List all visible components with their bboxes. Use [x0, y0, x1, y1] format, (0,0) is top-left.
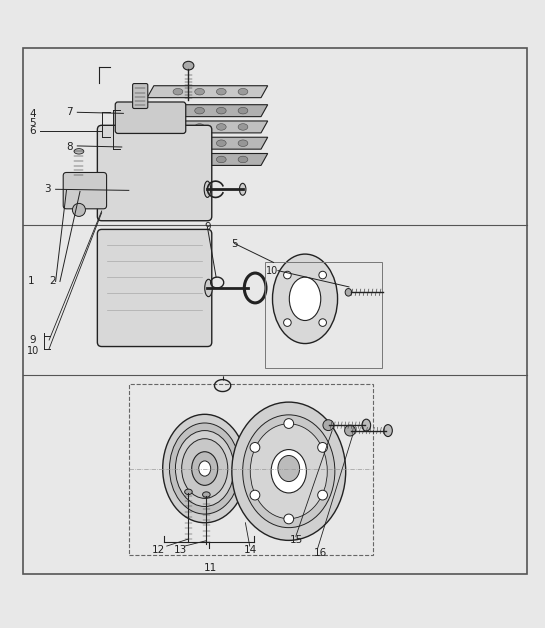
- Ellipse shape: [173, 124, 183, 130]
- Bar: [129, 384, 373, 555]
- Ellipse shape: [183, 62, 194, 70]
- Ellipse shape: [238, 124, 248, 130]
- Ellipse shape: [243, 415, 335, 528]
- FancyBboxPatch shape: [63, 173, 107, 208]
- Ellipse shape: [272, 254, 337, 344]
- Circle shape: [319, 319, 326, 327]
- Polygon shape: [147, 153, 268, 165]
- Text: 11: 11: [203, 563, 217, 573]
- Circle shape: [72, 203, 86, 217]
- Ellipse shape: [195, 124, 204, 130]
- Polygon shape: [147, 86, 268, 97]
- Text: 4: 4: [29, 109, 36, 119]
- Ellipse shape: [239, 183, 246, 195]
- Text: 6: 6: [29, 126, 36, 136]
- Ellipse shape: [175, 431, 234, 507]
- Polygon shape: [147, 105, 268, 117]
- Ellipse shape: [173, 107, 183, 114]
- Polygon shape: [147, 138, 268, 149]
- Ellipse shape: [205, 279, 213, 296]
- Ellipse shape: [271, 450, 306, 493]
- Ellipse shape: [199, 461, 211, 476]
- Ellipse shape: [216, 156, 226, 163]
- FancyBboxPatch shape: [98, 229, 212, 347]
- Text: 14: 14: [244, 545, 257, 555]
- Circle shape: [323, 420, 334, 431]
- Ellipse shape: [192, 452, 218, 485]
- FancyBboxPatch shape: [115, 102, 186, 133]
- Text: 2: 2: [50, 276, 56, 286]
- Ellipse shape: [216, 140, 226, 146]
- Ellipse shape: [195, 89, 204, 95]
- Ellipse shape: [173, 156, 183, 163]
- Ellipse shape: [173, 89, 183, 95]
- Ellipse shape: [169, 423, 240, 514]
- Circle shape: [318, 490, 328, 500]
- Ellipse shape: [278, 455, 300, 482]
- Ellipse shape: [238, 156, 248, 163]
- Bar: [265, 263, 382, 368]
- Text: 12: 12: [152, 545, 165, 555]
- Ellipse shape: [345, 288, 352, 296]
- Text: 15: 15: [290, 535, 304, 545]
- Circle shape: [284, 419, 294, 428]
- Ellipse shape: [238, 140, 248, 146]
- Text: 16: 16: [313, 548, 327, 558]
- Ellipse shape: [362, 420, 371, 431]
- Ellipse shape: [216, 89, 226, 95]
- Text: 7: 7: [66, 107, 72, 117]
- Ellipse shape: [289, 277, 321, 320]
- Ellipse shape: [384, 425, 392, 436]
- Text: 5: 5: [231, 239, 238, 249]
- Ellipse shape: [195, 156, 204, 163]
- Text: 5: 5: [29, 117, 36, 127]
- Circle shape: [283, 319, 291, 327]
- Text: 9: 9: [29, 335, 36, 345]
- Polygon shape: [147, 121, 268, 133]
- Circle shape: [318, 443, 328, 452]
- Circle shape: [283, 271, 291, 279]
- Ellipse shape: [181, 439, 228, 499]
- Ellipse shape: [238, 107, 248, 114]
- Ellipse shape: [204, 181, 211, 197]
- Text: 13: 13: [174, 545, 187, 555]
- Ellipse shape: [163, 414, 247, 522]
- Text: 9: 9: [204, 222, 211, 232]
- Circle shape: [284, 514, 294, 524]
- Circle shape: [344, 425, 355, 436]
- Circle shape: [319, 271, 326, 279]
- FancyBboxPatch shape: [98, 126, 212, 220]
- Text: 1: 1: [28, 276, 34, 286]
- Text: 3: 3: [44, 184, 51, 194]
- Circle shape: [250, 490, 260, 500]
- Ellipse shape: [74, 149, 84, 154]
- Circle shape: [250, 443, 260, 452]
- Text: 10: 10: [27, 346, 39, 356]
- Ellipse shape: [195, 140, 204, 146]
- FancyBboxPatch shape: [132, 84, 148, 109]
- Ellipse shape: [250, 424, 327, 519]
- Text: 8: 8: [66, 142, 72, 152]
- Ellipse shape: [238, 89, 248, 95]
- Ellipse shape: [216, 107, 226, 114]
- Ellipse shape: [173, 140, 183, 146]
- Ellipse shape: [195, 107, 204, 114]
- Ellipse shape: [185, 489, 192, 495]
- Ellipse shape: [216, 124, 226, 130]
- Text: 10: 10: [267, 266, 278, 276]
- Ellipse shape: [203, 492, 210, 497]
- Ellipse shape: [232, 402, 346, 540]
